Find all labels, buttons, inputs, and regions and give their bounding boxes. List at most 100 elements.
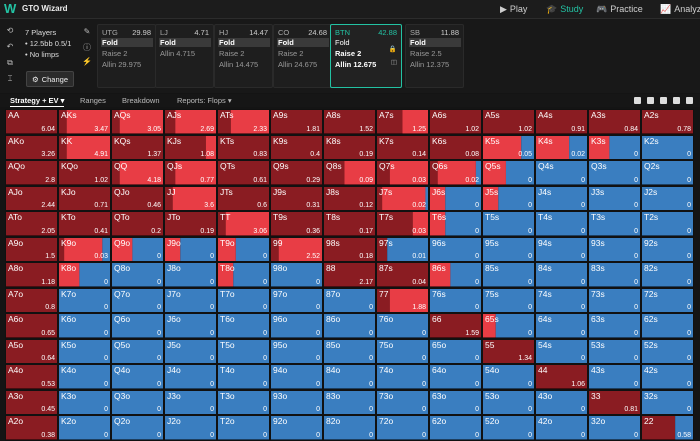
hand-cell[interactable]: 96o 0 (270, 313, 323, 339)
hand-cell[interactable]: KJo 0.71 (58, 185, 111, 211)
hand-cell[interactable]: AKo 3.26 (5, 134, 58, 160)
hand-cell[interactable]: J7o 0 (164, 287, 217, 313)
nav-study[interactable]: 🎓 Study (546, 2, 583, 16)
hand-cell[interactable]: 62o 0 (429, 415, 482, 441)
hand-cell[interactable]: 96s 0 (429, 236, 482, 262)
position-action[interactable]: Fold (101, 38, 153, 47)
hand-cell[interactable]: 84o 0 (323, 364, 376, 390)
hand-cell[interactable]: 63o 0 (429, 389, 482, 415)
hand-cell[interactable]: Q6s 0.02 (429, 160, 482, 186)
position-action[interactable]: Fold (159, 38, 211, 47)
hand-cell[interactable]: T7s 0.03 (376, 211, 429, 237)
hand-cell[interactable]: 76s 0 (429, 287, 482, 313)
hand-cell[interactable]: 83o 0 (323, 389, 376, 415)
hand-cell[interactable]: 77 1.88 (376, 287, 429, 313)
hand-cell[interactable]: 63s 0 (588, 313, 641, 339)
hand-cell[interactable]: 95o 0 (270, 338, 323, 364)
nav-play[interactable]: ▶ Play (500, 2, 527, 16)
hand-cell[interactable]: Q9s 0.29 (270, 160, 323, 186)
info-icon[interactable]: ⓘ (83, 43, 91, 52)
hand-cell[interactable]: A6o 0.65 (5, 313, 58, 339)
hand-cell[interactable]: 93o 0 (270, 389, 323, 415)
hand-cell[interactable]: KQs 1.37 (111, 134, 164, 160)
hand-cell[interactable]: J8s 0.12 (323, 185, 376, 211)
hand-cell[interactable]: K2o 0 (58, 415, 111, 441)
hand-cell[interactable]: 97s 0.01 (376, 236, 429, 262)
hand-cell[interactable]: J6s 0 (429, 185, 482, 211)
hand-cell[interactable]: K4o 0 (58, 364, 111, 390)
hand-cell[interactable]: 52s 0 (641, 338, 694, 364)
position-action[interactable]: Raise 2.5 (410, 49, 442, 58)
hand-cell[interactable]: 43o 0 (535, 389, 588, 415)
hand-cell[interactable]: 32s 0 (641, 389, 694, 415)
hand-cell[interactable]: KJs 1.08 (164, 134, 217, 160)
hand-cell[interactable]: AQs 3.05 (111, 109, 164, 135)
hand-cell[interactable]: ATo 2.05 (5, 211, 58, 237)
position-action[interactable]: Raise 2 (102, 49, 128, 58)
change-button[interactable]: ⚙ Change (26, 71, 74, 87)
position-action[interactable]: Raise 2 (278, 49, 304, 58)
position-action[interactable]: Raise 2 (335, 49, 362, 58)
hand-cell[interactable]: K6o 0 (58, 313, 111, 339)
pencil-icon[interactable]: ✎ (83, 27, 91, 36)
hand-cell[interactable]: K8s 0.19 (323, 134, 376, 160)
hand-cell[interactable]: Q2s 0 (641, 160, 694, 186)
hand-cell[interactable]: Q8s 0.09 (323, 160, 376, 186)
hand-cell[interactable]: 72o 0 (376, 415, 429, 441)
hand-cell[interactable]: AKs 3.47 (58, 109, 111, 135)
hand-cell[interactable]: 94s 0 (535, 236, 588, 262)
position-action[interactable]: Allin 4.715 (160, 49, 196, 58)
hand-cell[interactable]: J2s 0 (641, 185, 694, 211)
hand-cell[interactable]: TT 3.06 (217, 211, 270, 237)
position-card-co[interactable]: CO 24.68 Fold Raise 2 Allin 24.675 (273, 24, 332, 88)
hand-cell[interactable]: J9s 0.31 (270, 185, 323, 211)
hand-cell[interactable]: 65s 0 (482, 313, 535, 339)
hand-cell[interactable]: K6s 0.08 (429, 134, 482, 160)
hand-cell[interactable]: 53s 0 (588, 338, 641, 364)
hand-cell[interactable]: K3o 0 (58, 389, 111, 415)
hand-cell[interactable]: J4s 0 (535, 185, 588, 211)
hand-cell[interactable]: 64s 0 (535, 313, 588, 339)
hand-cell[interactable]: K3s 0 (588, 134, 641, 160)
hand-cell[interactable]: T2o 0 (217, 415, 270, 441)
hand-cell[interactable]: 86s 0 (429, 262, 482, 288)
hand-cell[interactable]: 98o 0 (270, 262, 323, 288)
hand-cell[interactable]: 93s 0 (588, 236, 641, 262)
hand-cell[interactable]: J3s 0 (588, 185, 641, 211)
hand-cell[interactable]: J6o 0 (164, 313, 217, 339)
hand-cell[interactable]: KTs 0.83 (217, 134, 270, 160)
hand-cell[interactable]: QTo 0.2 (111, 211, 164, 237)
hand-cell[interactable]: 74o 0 (376, 364, 429, 390)
tab-ranges[interactable]: Ranges (80, 96, 106, 105)
hand-cell[interactable]: 86o 0 (323, 313, 376, 339)
hand-cell[interactable]: K7s 0.14 (376, 134, 429, 160)
hand-cell[interactable]: 32o 0 (588, 415, 641, 441)
hand-cell[interactable]: 42o 0 (535, 415, 588, 441)
hand-cell[interactable]: Q8o 0 (111, 262, 164, 288)
hand-cell[interactable]: K5s 0.05 (482, 134, 535, 160)
nav-practice[interactable]: 🎮 Practice (596, 2, 643, 16)
position-action[interactable]: Allin 12.375 (410, 60, 450, 69)
hand-cell[interactable]: Q6o 0 (111, 313, 164, 339)
hand-cell[interactable]: K5o 0 (58, 338, 111, 364)
hand-cell[interactable]: J5o 0 (164, 338, 217, 364)
hand-cell[interactable]: Q7o 0 (111, 287, 164, 313)
hand-cell[interactable]: KK 4.91 (58, 134, 111, 160)
lock-icon[interactable]: 🔒 (388, 46, 397, 53)
hand-cell[interactable]: 73s 0 (588, 287, 641, 313)
hand-cell[interactable]: T3s 0 (588, 211, 641, 237)
position-action[interactable]: Allin 24.675 (278, 60, 318, 69)
view-list-icon[interactable] (660, 97, 667, 104)
position-action[interactable]: Allin 29.975 (102, 60, 142, 69)
hand-cell[interactable]: 99 2.52 (270, 236, 323, 262)
hand-cell[interactable]: 92s 0 (641, 236, 694, 262)
position-action[interactable]: Raise 2 (219, 49, 245, 58)
hand-cell[interactable]: 22 0.58 (641, 415, 694, 441)
hand-cell[interactable]: 82s 0 (641, 262, 694, 288)
position-action[interactable]: Allin 12.675 (335, 60, 377, 69)
hand-cell[interactable]: Q4o 0 (111, 364, 164, 390)
hand-cell[interactable]: 95s 0 (482, 236, 535, 262)
hand-cell[interactable]: 43s 0 (588, 364, 641, 390)
hand-cell[interactable]: 33 0.81 (588, 389, 641, 415)
hand-cell[interactable]: KTo 0.41 (58, 211, 111, 237)
